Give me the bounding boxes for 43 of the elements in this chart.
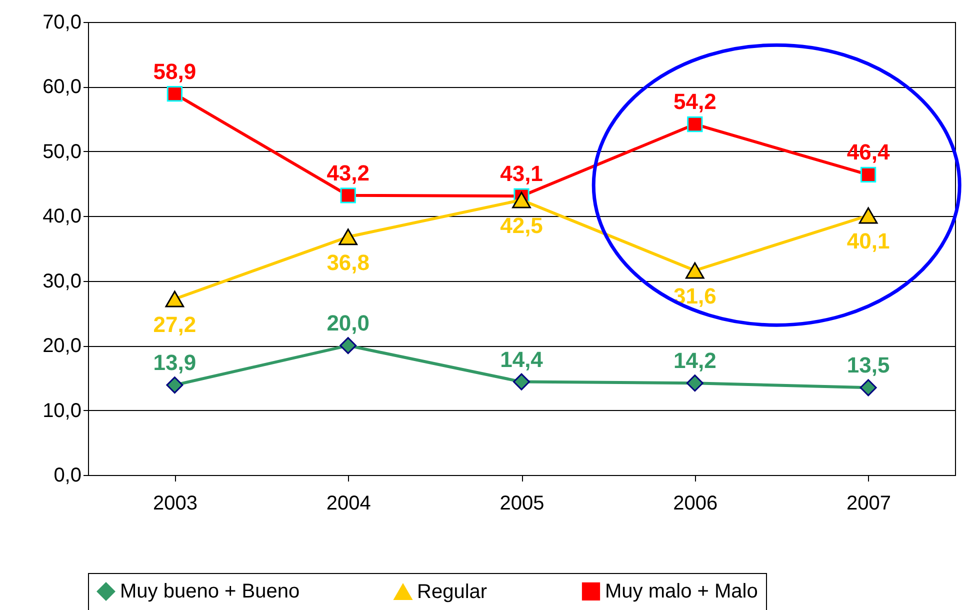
data-label: 54,2 xyxy=(673,89,716,114)
data-label: 40,1 xyxy=(846,228,890,254)
y-tick-label: 10,0 xyxy=(42,400,82,422)
point xyxy=(340,188,356,204)
point xyxy=(686,374,704,392)
y-tick-label: 50,0 xyxy=(42,140,82,163)
y-tick-label: 70,0 xyxy=(42,12,82,34)
legend-label: Regular xyxy=(417,581,488,604)
data-label: 13,9 xyxy=(153,350,196,376)
point xyxy=(512,192,531,208)
data-label: 27,2 xyxy=(153,312,196,337)
point xyxy=(687,116,703,132)
x-tick-label: 2006 xyxy=(673,492,718,514)
point xyxy=(513,373,530,390)
point xyxy=(858,207,878,224)
data-label: 43,1 xyxy=(500,161,543,186)
point xyxy=(165,290,184,308)
point xyxy=(166,376,184,394)
x-tick-label: 2007 xyxy=(846,492,892,514)
y-tick-label: 0,0 xyxy=(54,464,82,486)
x-tick-label: 2003 xyxy=(152,492,198,514)
point xyxy=(338,228,358,246)
point xyxy=(166,86,183,102)
data-label: 43,2 xyxy=(326,160,370,186)
point xyxy=(340,337,357,354)
y-tick-label: 60,0 xyxy=(42,76,82,98)
x-tick-label: 2004 xyxy=(326,492,371,514)
data-label: 58,9 xyxy=(153,58,196,84)
point xyxy=(860,379,877,396)
data-label: 20,0 xyxy=(326,310,370,336)
legend-label: Muy malo + Malo xyxy=(605,580,758,602)
data-label: 13,5 xyxy=(846,352,890,378)
data-label: 14,2 xyxy=(673,348,716,374)
data-label: 36,8 xyxy=(326,250,370,275)
x-tick-label: 2005 xyxy=(500,492,544,514)
y-tick-label: 20,0 xyxy=(42,335,82,358)
y-tick-label: 40,0 xyxy=(42,206,82,228)
legend-label: Muy bueno + Bueno xyxy=(120,580,300,602)
point xyxy=(685,262,704,279)
data-label: 14,4 xyxy=(500,346,544,372)
y-tick-label: 30,0 xyxy=(42,270,82,292)
point xyxy=(860,166,876,183)
data-label: 42,5 xyxy=(500,212,543,238)
